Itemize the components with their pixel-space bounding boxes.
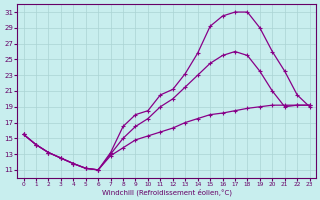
X-axis label: Windchill (Refroidissement éolien,°C): Windchill (Refroidissement éolien,°C) (101, 188, 232, 196)
